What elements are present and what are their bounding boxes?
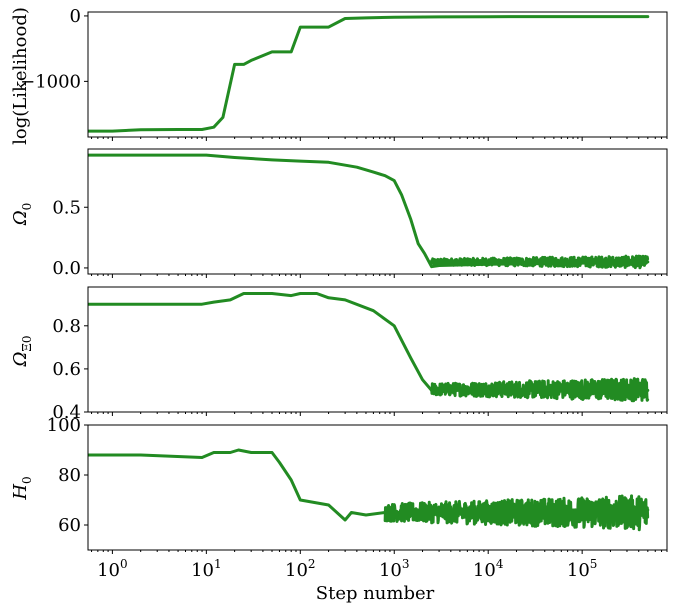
- x-tick-label: 105: [567, 557, 598, 581]
- panel-1-ytick-label: 0: [70, 6, 81, 27]
- panel-2-noise: [430, 254, 650, 270]
- panel-2-ytick-label: 0.0: [52, 258, 81, 279]
- panel-2: 0.5 0.0: [52, 148, 668, 279]
- panel-1-trace: [88, 15, 650, 133]
- x-tick-label: 102: [285, 557, 316, 581]
- panel-1-ylabel: log(Likelihood): [10, 7, 31, 145]
- x-tick-label: 100: [97, 557, 128, 581]
- panel-1: 0 −1000: [20, 6, 668, 141]
- x-tick-label: 103: [379, 557, 410, 581]
- panel-2-ytick-label: 0.5: [52, 197, 81, 218]
- panel-4-ylabel: H0: [10, 476, 34, 500]
- panel-3-ytick-label: 0.4: [52, 402, 81, 423]
- panel-1-ytick-label: −1000: [20, 71, 81, 92]
- panel-1-frame: [87, 11, 668, 138]
- panel-4-frame: [87, 424, 668, 551]
- panel-2-trace: [88, 153, 650, 269]
- panel-3-frame: [87, 286, 668, 413]
- panel-2-ylabel: Ω0: [10, 203, 34, 227]
- x-tick-label: 104: [473, 557, 504, 581]
- panel-3-ylabel: ΩΞ0: [10, 335, 34, 367]
- x-tick-label: 101: [191, 557, 222, 581]
- panel-4-ytick-label: 80: [58, 465, 81, 486]
- panel-2-frame: [87, 148, 668, 275]
- panel-3: 0.8 0.6 0.4: [52, 286, 668, 423]
- panel-4: 100 80 60 100 101 102 103 104 105: [47, 415, 668, 581]
- panel-3-ytick-label: 0.8: [52, 316, 81, 337]
- panel-3-ytick-label: 0.6: [52, 359, 81, 380]
- panel-3-trace: [88, 292, 650, 392]
- panel-4-ytick-label: 60: [58, 515, 81, 536]
- x-axis-label: Step number: [316, 583, 435, 604]
- panel-4-ytick-label: 100: [47, 415, 81, 436]
- panel-3-noise: [430, 377, 650, 403]
- panel-4-noise: [383, 494, 650, 532]
